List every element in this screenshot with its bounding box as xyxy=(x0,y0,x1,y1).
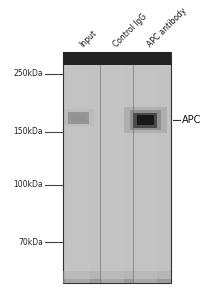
Bar xyxy=(130,110,161,130)
Text: Control IgG: Control IgG xyxy=(112,12,149,49)
Bar xyxy=(137,115,154,125)
Text: Input: Input xyxy=(78,29,99,49)
Bar xyxy=(63,272,171,283)
Text: 70kDa: 70kDa xyxy=(18,238,43,247)
Bar xyxy=(68,112,89,124)
Bar xyxy=(133,52,157,283)
Text: 250kDa: 250kDa xyxy=(13,70,43,79)
Bar xyxy=(63,109,94,126)
Bar xyxy=(124,107,167,134)
Bar xyxy=(66,52,90,283)
Bar xyxy=(63,52,171,65)
Bar xyxy=(72,114,85,121)
Text: APC antibody: APC antibody xyxy=(145,7,188,49)
Bar xyxy=(100,52,124,283)
Bar xyxy=(68,112,89,124)
Bar xyxy=(63,52,171,283)
Bar xyxy=(133,113,157,128)
Bar xyxy=(63,279,171,283)
Text: 100kDa: 100kDa xyxy=(13,180,43,189)
Text: APC: APC xyxy=(182,115,201,125)
Text: 150kDa: 150kDa xyxy=(13,127,43,136)
